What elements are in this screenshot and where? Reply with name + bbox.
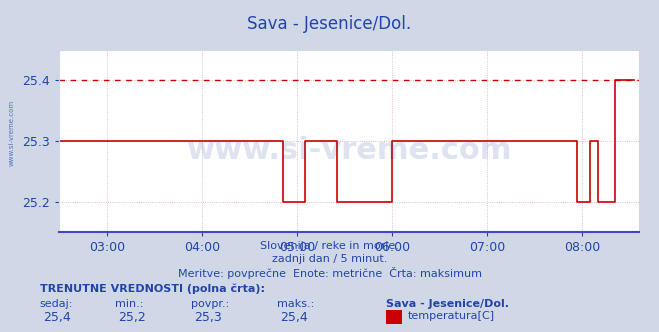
Text: 25,4: 25,4 — [43, 311, 71, 324]
Text: www.si-vreme.com: www.si-vreme.com — [186, 136, 512, 165]
Text: temperatura[C]: temperatura[C] — [407, 311, 494, 321]
Text: min.:: min.: — [115, 299, 144, 309]
Text: povpr.:: povpr.: — [191, 299, 229, 309]
Text: Meritve: povprečne  Enote: metrične  Črta: maksimum: Meritve: povprečne Enote: metrične Črta:… — [177, 267, 482, 279]
Text: Sava - Jesenice/Dol.: Sava - Jesenice/Dol. — [247, 15, 412, 33]
Text: 25,2: 25,2 — [119, 311, 146, 324]
Text: TRENUTNE VREDNOSTI (polna črta):: TRENUTNE VREDNOSTI (polna črta): — [40, 284, 264, 294]
Text: 25,3: 25,3 — [194, 311, 222, 324]
Text: sedaj:: sedaj: — [40, 299, 73, 309]
Text: 25,4: 25,4 — [280, 311, 308, 324]
Text: Sava - Jesenice/Dol.: Sava - Jesenice/Dol. — [386, 299, 509, 309]
Text: Slovenija / reke in morje.: Slovenija / reke in morje. — [260, 241, 399, 251]
Text: zadnji dan / 5 minut.: zadnji dan / 5 minut. — [272, 254, 387, 264]
Text: maks.:: maks.: — [277, 299, 314, 309]
Text: www.si-vreme.com: www.si-vreme.com — [9, 100, 14, 166]
